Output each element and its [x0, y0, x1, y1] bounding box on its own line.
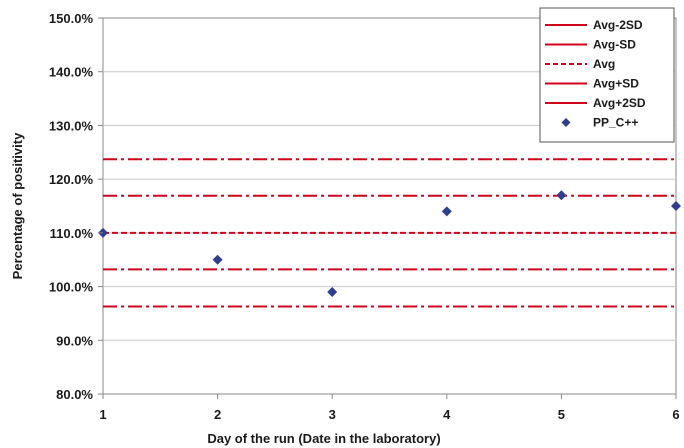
- y-tick-label: 120.0%: [49, 172, 94, 187]
- x-tick-label: 1: [99, 407, 106, 422]
- legend-label: Avg+2SD: [593, 96, 646, 110]
- x-tick-label: 5: [558, 407, 565, 422]
- data-point: [556, 190, 567, 201]
- x-tick-label: 4: [443, 407, 451, 422]
- legend: Avg-2SD Avg-SD Avg Avg+SD Avg+2SD PP_C++: [539, 7, 675, 143]
- legend-label: Avg-2SD: [593, 18, 643, 32]
- y-tick-label: 130.0%: [49, 118, 94, 133]
- legend-swatch-marker: [561, 118, 571, 127]
- x-axis-ticks: 1 2 3 4 5 6: [99, 394, 680, 422]
- data-point: [671, 201, 681, 211]
- y-tick-label: 110.0%: [50, 226, 94, 241]
- data-point: [441, 206, 452, 217]
- legend-label: PP_C++: [593, 116, 638, 130]
- legend-label: Avg-SD: [593, 38, 636, 52]
- y-tick-label: 150.0%: [49, 11, 94, 26]
- data-point: [327, 286, 338, 297]
- x-axis-title: Day of the run (Date in the laboratory): [207, 431, 440, 446]
- x-tick-label: 2: [214, 407, 221, 422]
- y-tick-label: 90.0%: [56, 333, 93, 348]
- x-tick-label: 6: [672, 407, 679, 422]
- y-axis-ticks: 80.0% 90.0% 100.0% 110.0% 120.0% 130.0% 140.0%…: [49, 11, 103, 402]
- y-tick-label: 100.0%: [49, 280, 94, 295]
- data-points: [98, 190, 681, 297]
- reference-lines: [103, 158, 676, 308]
- data-point: [212, 254, 223, 265]
- x-tick-label: 3: [329, 407, 336, 422]
- y-tick-label: 80.0%: [56, 387, 93, 402]
- y-tick-label: 140.0%: [49, 65, 94, 80]
- legend-box: [539, 7, 675, 143]
- legend-label: Avg+SD: [593, 77, 639, 91]
- y-axis-title: Percentage of positivity: [10, 132, 25, 279]
- legend-label: Avg: [593, 57, 615, 71]
